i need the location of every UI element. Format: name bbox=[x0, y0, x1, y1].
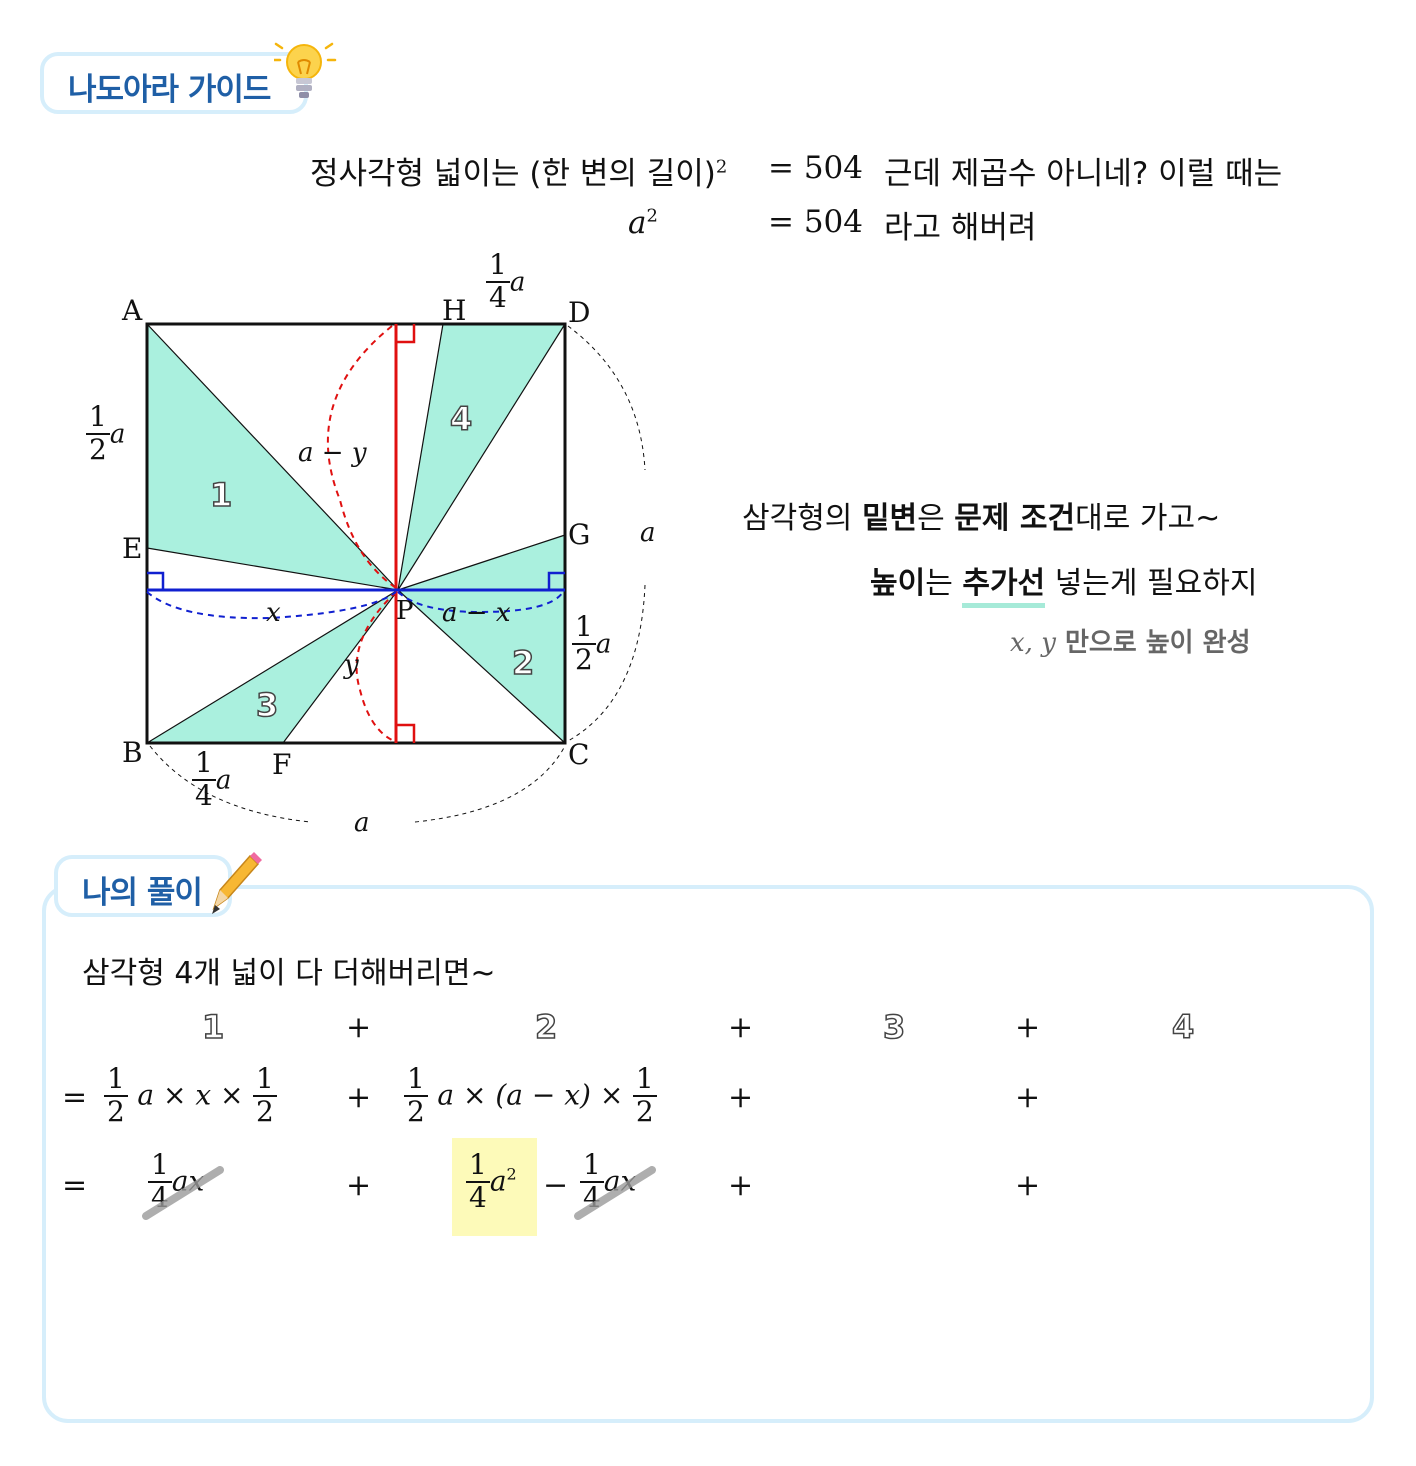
pencil-icon bbox=[212, 852, 262, 914]
cancel-strike-2 bbox=[574, 1166, 656, 1220]
solution-box bbox=[42, 885, 1374, 1423]
label-P: P bbox=[396, 596, 414, 626]
row3-term-2: 1 4 a2 bbox=[466, 1149, 517, 1214]
label-G: G bbox=[568, 518, 591, 551]
label-A: A bbox=[122, 294, 143, 327]
solution-tab: 나의 풀이 bbox=[54, 855, 232, 917]
sum-label-1: 1 bbox=[201, 1007, 225, 1047]
row3-plus-1: + bbox=[346, 1168, 372, 1203]
region-1-number: 1 bbox=[209, 475, 233, 515]
label-C: C bbox=[568, 738, 590, 771]
row2-equals: = bbox=[62, 1080, 88, 1115]
label-a-minus-y: a − y bbox=[298, 438, 367, 468]
sum-label-2: 2 bbox=[534, 1007, 558, 1047]
guide-title: 나도아라 가이드 bbox=[68, 72, 271, 108]
label-E: E bbox=[122, 532, 143, 565]
row3-minus: − bbox=[543, 1168, 569, 1203]
solution-intro: 삼각형 4개 넓이 다 더해버리면~ bbox=[82, 956, 496, 991]
label-a-bottom: a bbox=[354, 808, 370, 838]
label-a-minus-x: a − x bbox=[442, 598, 511, 628]
cancel-strike-1 bbox=[142, 1166, 224, 1220]
row3-plus-2: + bbox=[728, 1168, 754, 1203]
intro-text-1: 정사각형 넓이는 (한 변의 길이) bbox=[310, 156, 716, 192]
lightbulb-icon bbox=[274, 42, 337, 98]
hint-line-2: 높이는 추가선 넣는게 필요하지 bbox=[870, 558, 1257, 608]
row2-plus-2: + bbox=[728, 1080, 754, 1115]
intro-suffix-1: 근데 제곱수 아니네? 이럴 때는 bbox=[884, 156, 1283, 192]
hint-line-3: x, y 만으로 높이 완성 bbox=[1010, 628, 1251, 658]
intro-line-1: 정사각형 넓이는 (한 변의 길이)2 bbox=[310, 148, 727, 193]
hint-line-1: 삼각형의 밑변은 문제 조건대로 가고~ bbox=[742, 501, 1221, 536]
intro-line-2-var: a2 bbox=[628, 205, 658, 241]
triangle-2 bbox=[398, 535, 565, 743]
sum-plus-1: + bbox=[346, 1010, 372, 1045]
solution-title: 나의 풀이 bbox=[82, 875, 203, 911]
row2-plus-1: + bbox=[346, 1080, 372, 1115]
intro-eq-1: = 504 bbox=[768, 150, 863, 186]
row2-plus-3: + bbox=[1015, 1080, 1041, 1115]
region-3-number: 3 bbox=[255, 685, 279, 725]
label-H: H bbox=[442, 294, 467, 327]
sum-label-4: 4 bbox=[1171, 1007, 1195, 1047]
label-y: y bbox=[344, 650, 359, 680]
square-diagram bbox=[145, 322, 646, 823]
highlight-box bbox=[452, 1138, 537, 1236]
label-a-right: a bbox=[640, 518, 656, 548]
guide-tab: 나도아라 가이드 bbox=[40, 52, 308, 114]
intro-sup-2: 2 bbox=[646, 205, 658, 227]
label-x: x bbox=[266, 598, 281, 628]
sum-label-3: 3 bbox=[882, 1007, 906, 1047]
label-D: D bbox=[568, 296, 591, 329]
row3-plus-3: + bbox=[1015, 1168, 1041, 1203]
intro-sup-1: 2 bbox=[715, 156, 728, 178]
label-B: B bbox=[122, 736, 143, 769]
sum-plus-2: + bbox=[728, 1010, 754, 1045]
region-2-number: 2 bbox=[511, 643, 535, 683]
region-4-number: 4 bbox=[449, 399, 473, 439]
sum-plus-3: + bbox=[1015, 1010, 1041, 1045]
intro-eq-2: = 504 bbox=[768, 204, 863, 240]
row3-equals: = bbox=[62, 1168, 88, 1203]
intro-suffix-2: 라고 해버려 bbox=[884, 210, 1037, 246]
intro-var-a: a bbox=[628, 205, 647, 241]
square-outline bbox=[145, 322, 567, 745]
label-F: F bbox=[272, 748, 292, 781]
